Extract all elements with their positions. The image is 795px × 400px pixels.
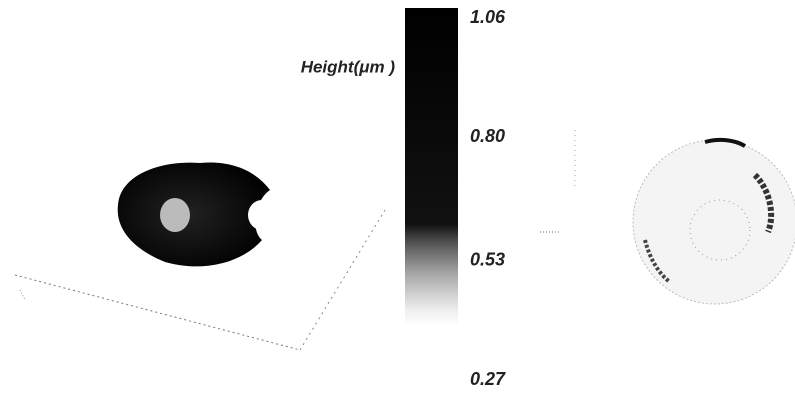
colorbar-label: Height(μm ) xyxy=(301,57,396,76)
height-map xyxy=(540,130,795,305)
surface-plot xyxy=(14,162,386,351)
colorbar-tick-label: 0.27 xyxy=(470,369,506,389)
colorbar-tick-label: 1.06 xyxy=(470,7,506,27)
colorbar xyxy=(405,8,458,326)
colorbar-tick-label: 0.80 xyxy=(470,126,505,146)
colorbar-tick-label: 0.53 xyxy=(470,250,505,270)
